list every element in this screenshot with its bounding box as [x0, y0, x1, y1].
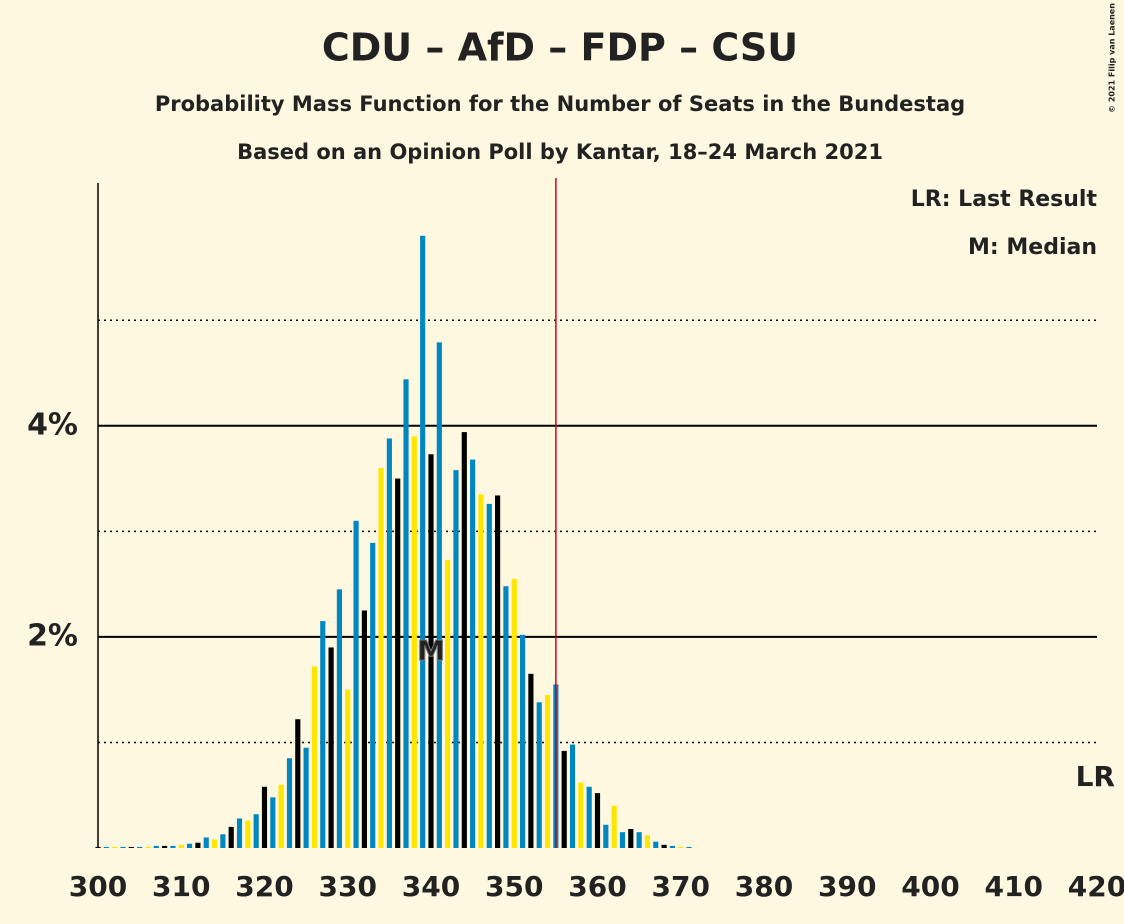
bar [478, 494, 484, 848]
bar [445, 559, 451, 848]
bar [203, 837, 209, 848]
bar [311, 666, 318, 848]
bar [644, 835, 651, 848]
bar [253, 814, 259, 848]
bar [186, 843, 193, 848]
bar [503, 586, 509, 848]
x-tick-label: 390 [818, 870, 876, 903]
bar [661, 844, 667, 848]
bar [336, 589, 343, 848]
bar [120, 846, 126, 848]
y-tick-label: 2% [27, 618, 78, 653]
x-tick-label: 330 [319, 870, 377, 903]
bar [236, 818, 243, 848]
bar [519, 634, 526, 848]
bar [395, 478, 401, 848]
bar [378, 468, 384, 848]
bar [511, 578, 517, 848]
x-tick-label: 420 [1068, 870, 1124, 903]
bar [528, 673, 534, 848]
bar [195, 842, 201, 848]
bar [411, 436, 417, 848]
bar [453, 470, 459, 848]
x-tick-label: 370 [652, 870, 710, 903]
median-marker: M [417, 634, 445, 667]
bar [586, 786, 592, 848]
bar [603, 824, 609, 848]
bar [370, 542, 376, 848]
bar [170, 845, 176, 848]
legend-text: M: Median [968, 235, 1097, 260]
bar [320, 621, 326, 848]
chart-subtitle: Based on an Opinion Poll by Kantar, 18–2… [237, 140, 883, 164]
last-result-label: LR [1076, 760, 1115, 793]
bar [594, 793, 601, 848]
bar [561, 750, 567, 848]
bar [145, 846, 151, 848]
bar [103, 846, 109, 848]
bar [220, 834, 226, 848]
bar [128, 846, 134, 848]
bar [178, 844, 184, 848]
bar [653, 841, 659, 848]
bar [569, 744, 576, 848]
bar [295, 719, 301, 848]
bar [211, 839, 218, 848]
chart-subtitle: Probability Mass Function for the Number… [155, 92, 965, 116]
chart-title: CDU – AfD – FDP – CSU [322, 26, 798, 70]
bar [436, 342, 442, 848]
bar [619, 832, 626, 848]
bar [636, 832, 642, 848]
bar [536, 702, 542, 848]
x-tick-label: 300 [69, 870, 127, 903]
bar [278, 784, 284, 848]
y-tick-label: 4% [27, 407, 78, 442]
bar [486, 503, 492, 848]
bar [669, 845, 676, 848]
bar [228, 826, 234, 848]
bar [245, 820, 251, 848]
bar [153, 845, 159, 848]
bar [286, 758, 293, 848]
bar [403, 379, 409, 848]
bar [303, 747, 309, 848]
bar [678, 846, 684, 848]
x-tick-label: 310 [152, 870, 210, 903]
x-tick-label: 410 [985, 870, 1043, 903]
bar [345, 689, 351, 848]
x-tick-label: 350 [485, 870, 543, 903]
bar [112, 846, 118, 848]
x-tick-label: 320 [235, 870, 293, 903]
bar [386, 438, 392, 848]
legend-text: LR: Last Result [911, 187, 1098, 212]
bar [470, 459, 476, 848]
bar [428, 454, 434, 848]
x-tick-label: 400 [901, 870, 959, 903]
bar [270, 797, 276, 848]
bar [578, 782, 584, 848]
x-tick-label: 360 [568, 870, 626, 903]
bar [495, 495, 501, 848]
bar [353, 520, 359, 848]
bar [420, 235, 426, 848]
bar [328, 647, 334, 848]
copyright: © 2021 Filip van Laenen [1108, 3, 1117, 113]
bar [162, 845, 168, 848]
bar [137, 846, 143, 848]
x-tick-label: 380 [735, 870, 793, 903]
bar [461, 432, 467, 848]
bar [611, 805, 617, 848]
bar [628, 829, 634, 848]
bar [261, 786, 268, 848]
bar [686, 846, 692, 848]
bar [361, 610, 367, 848]
bar [544, 694, 551, 848]
x-tick-label: 340 [402, 870, 460, 903]
